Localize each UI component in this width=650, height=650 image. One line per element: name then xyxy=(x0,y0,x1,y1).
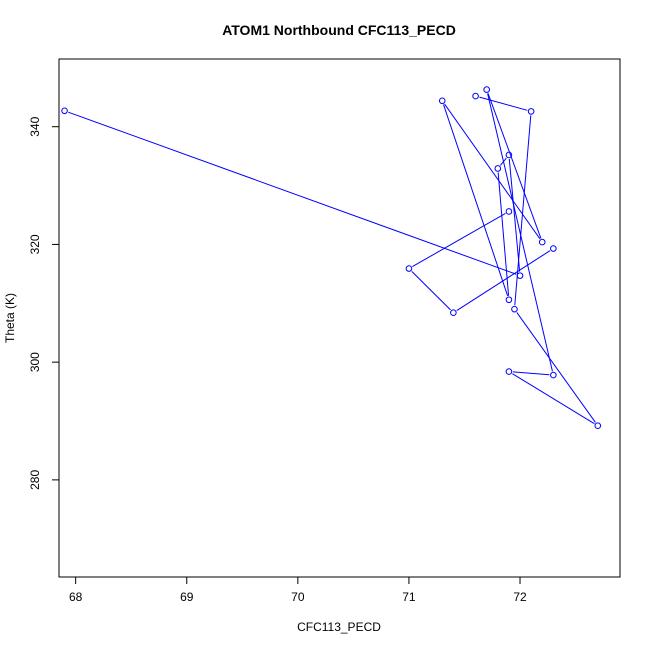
x-tick-label: 70 xyxy=(291,590,305,604)
data-point xyxy=(483,86,490,93)
data-point xyxy=(505,368,513,375)
series-1-segment xyxy=(68,111,517,275)
data-point xyxy=(61,107,68,115)
data-point xyxy=(438,97,446,105)
data-point xyxy=(450,309,457,317)
series-1-segment xyxy=(487,93,542,239)
series-1-segment xyxy=(508,158,521,272)
y-tick-label: 280 xyxy=(28,470,42,490)
series-2-segment xyxy=(412,213,506,268)
y-tick-label: 320 xyxy=(28,234,42,254)
data-point xyxy=(538,238,546,246)
y-axis-label: Theta (K) xyxy=(3,293,17,343)
series-1-segment xyxy=(487,93,553,372)
data-point xyxy=(550,245,557,252)
x-axis: 68 69 70 71 72 xyxy=(69,577,527,604)
data-point xyxy=(505,296,513,304)
series-1-segment xyxy=(444,103,541,240)
y-tick-label: 340 xyxy=(28,116,42,136)
chart-title: ATOM1 Northbound CFC113_PECD xyxy=(222,22,456,38)
y-tick-label: 300 xyxy=(28,352,42,372)
series-1-segment xyxy=(512,373,595,425)
data-point xyxy=(472,92,479,100)
series-1-segment xyxy=(479,96,528,111)
data-point xyxy=(494,165,502,172)
x-tick-label: 72 xyxy=(513,590,527,604)
data-point xyxy=(505,151,513,159)
data-point xyxy=(516,272,524,279)
plot-frame xyxy=(58,58,621,578)
series-1-segment xyxy=(497,172,510,296)
series-2-segment xyxy=(411,271,451,311)
series-points xyxy=(61,86,602,430)
y-axis: 280 300 320 340 xyxy=(28,116,59,490)
data-point xyxy=(550,371,557,379)
x-tick-label: 71 xyxy=(402,590,416,604)
data-point xyxy=(527,108,535,115)
data-point xyxy=(405,265,413,272)
series-1-segment xyxy=(443,104,509,297)
data-point xyxy=(511,305,518,313)
series-lines xyxy=(68,93,596,425)
x-axis-label: CFC113_PECD xyxy=(297,620,381,634)
data-point xyxy=(505,208,513,215)
data-point xyxy=(594,422,602,430)
series-1-segment xyxy=(512,371,550,376)
series-1-segment xyxy=(516,312,596,423)
series-2-segment xyxy=(456,250,551,311)
x-tick-label: 68 xyxy=(69,590,83,604)
x-tick-label: 69 xyxy=(180,590,194,604)
